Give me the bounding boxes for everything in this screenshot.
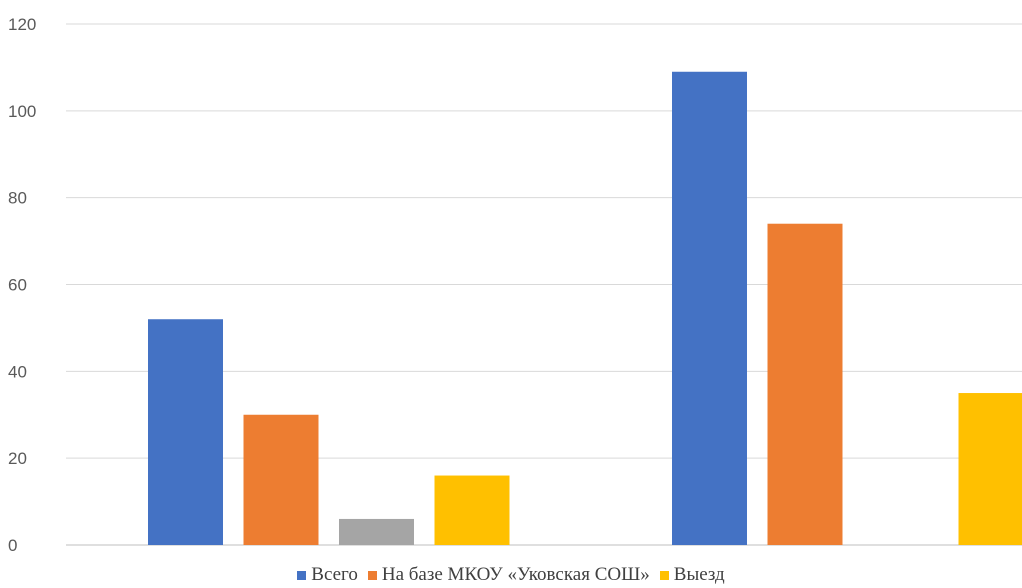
legend: Всего На базе МКОУ «Уковская СОШ» Выезд [0,562,1022,588]
legend-item-total: Всего [297,564,358,586]
bar-group2-series2 [767,223,843,545]
bars [148,71,1022,545]
legend-swatch-total [297,570,307,580]
y-axis-ticks: 0 20 40 60 80 100 120 [8,15,36,555]
legend-item-trip: Выезд [659,564,725,586]
bar-group1-series1 [148,319,223,545]
legend-swatch-trip [659,570,669,580]
gridlines [66,23,1022,546]
bar-group2-series4 [958,393,1022,545]
legend-label-total: Всего [311,564,358,585]
bar-chart: 0 20 40 60 80 100 120 [8,15,1022,555]
y-tick-label: 120 [8,15,36,34]
y-tick-label: 80 [8,189,27,208]
legend-label-trip: Выезд [673,564,725,585]
y-tick-label: 100 [8,102,36,121]
y-tick-label: 0 [8,536,17,555]
bar-group1-series2 [243,414,319,545]
y-tick-label: 40 [8,362,27,381]
bar-group1-series3 [339,518,414,545]
bar-group1-series4 [434,475,510,545]
y-tick-label: 20 [8,449,27,468]
legend-label-base: На базе МКОУ «Уковская СОШ» [381,564,650,585]
bar-group2-series1 [672,71,747,545]
legend-item-base: На базе МКОУ «Уковская СОШ» [367,564,650,586]
y-tick-label: 60 [8,276,27,295]
legend-swatch-base [367,570,377,580]
